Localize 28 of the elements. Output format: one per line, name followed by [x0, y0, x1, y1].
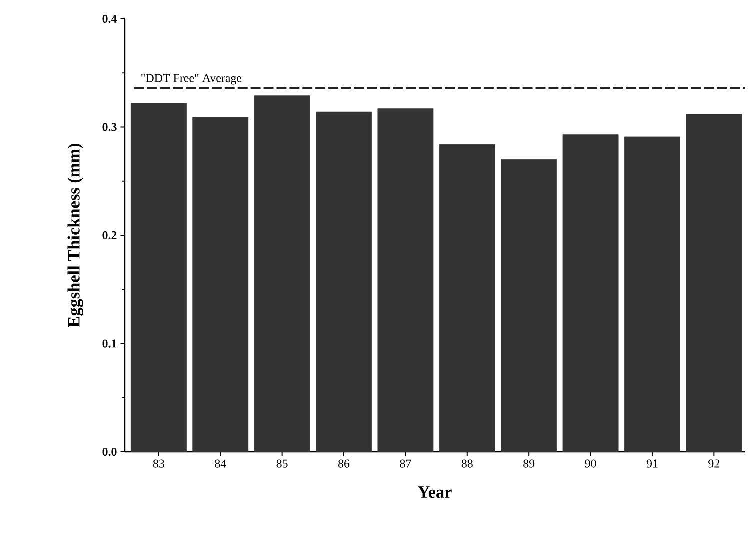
bar: [316, 112, 372, 452]
x-tick-label: 90: [585, 460, 596, 468]
x-tick-label: 89: [524, 460, 535, 468]
x-tick-label: 91: [646, 460, 658, 468]
bar: [501, 160, 558, 452]
y-tick-label: 0.0: [102, 448, 117, 456]
x-tick-label: 84: [215, 460, 226, 468]
y-tick-label: 0.1: [102, 340, 117, 348]
ref-line-label: "DDT Free" Average: [142, 74, 242, 85]
bar: [624, 136, 680, 452]
y-tick-label: 0.4: [102, 14, 117, 24]
x-tick-label: 86: [338, 460, 350, 468]
bar: [378, 108, 434, 452]
bar: [686, 114, 742, 452]
bar: [192, 117, 249, 452]
x-tick-label: 88: [462, 460, 473, 468]
x-tick-label: 87: [400, 460, 412, 468]
bar: [562, 134, 619, 452]
x-tick-label: 85: [276, 460, 288, 468]
y-tick-label: 0.3: [102, 123, 117, 132]
x-tick-label: 83: [153, 460, 164, 468]
x-tick-label: 92: [708, 460, 720, 468]
x-axis-title: Year: [418, 486, 452, 498]
bar: [439, 144, 496, 452]
bar: [254, 96, 310, 452]
y-tick-label: 0.2: [102, 231, 117, 240]
bar: [130, 103, 187, 452]
y-axis-title: Eggshell Thickness (mm): [68, 144, 84, 328]
